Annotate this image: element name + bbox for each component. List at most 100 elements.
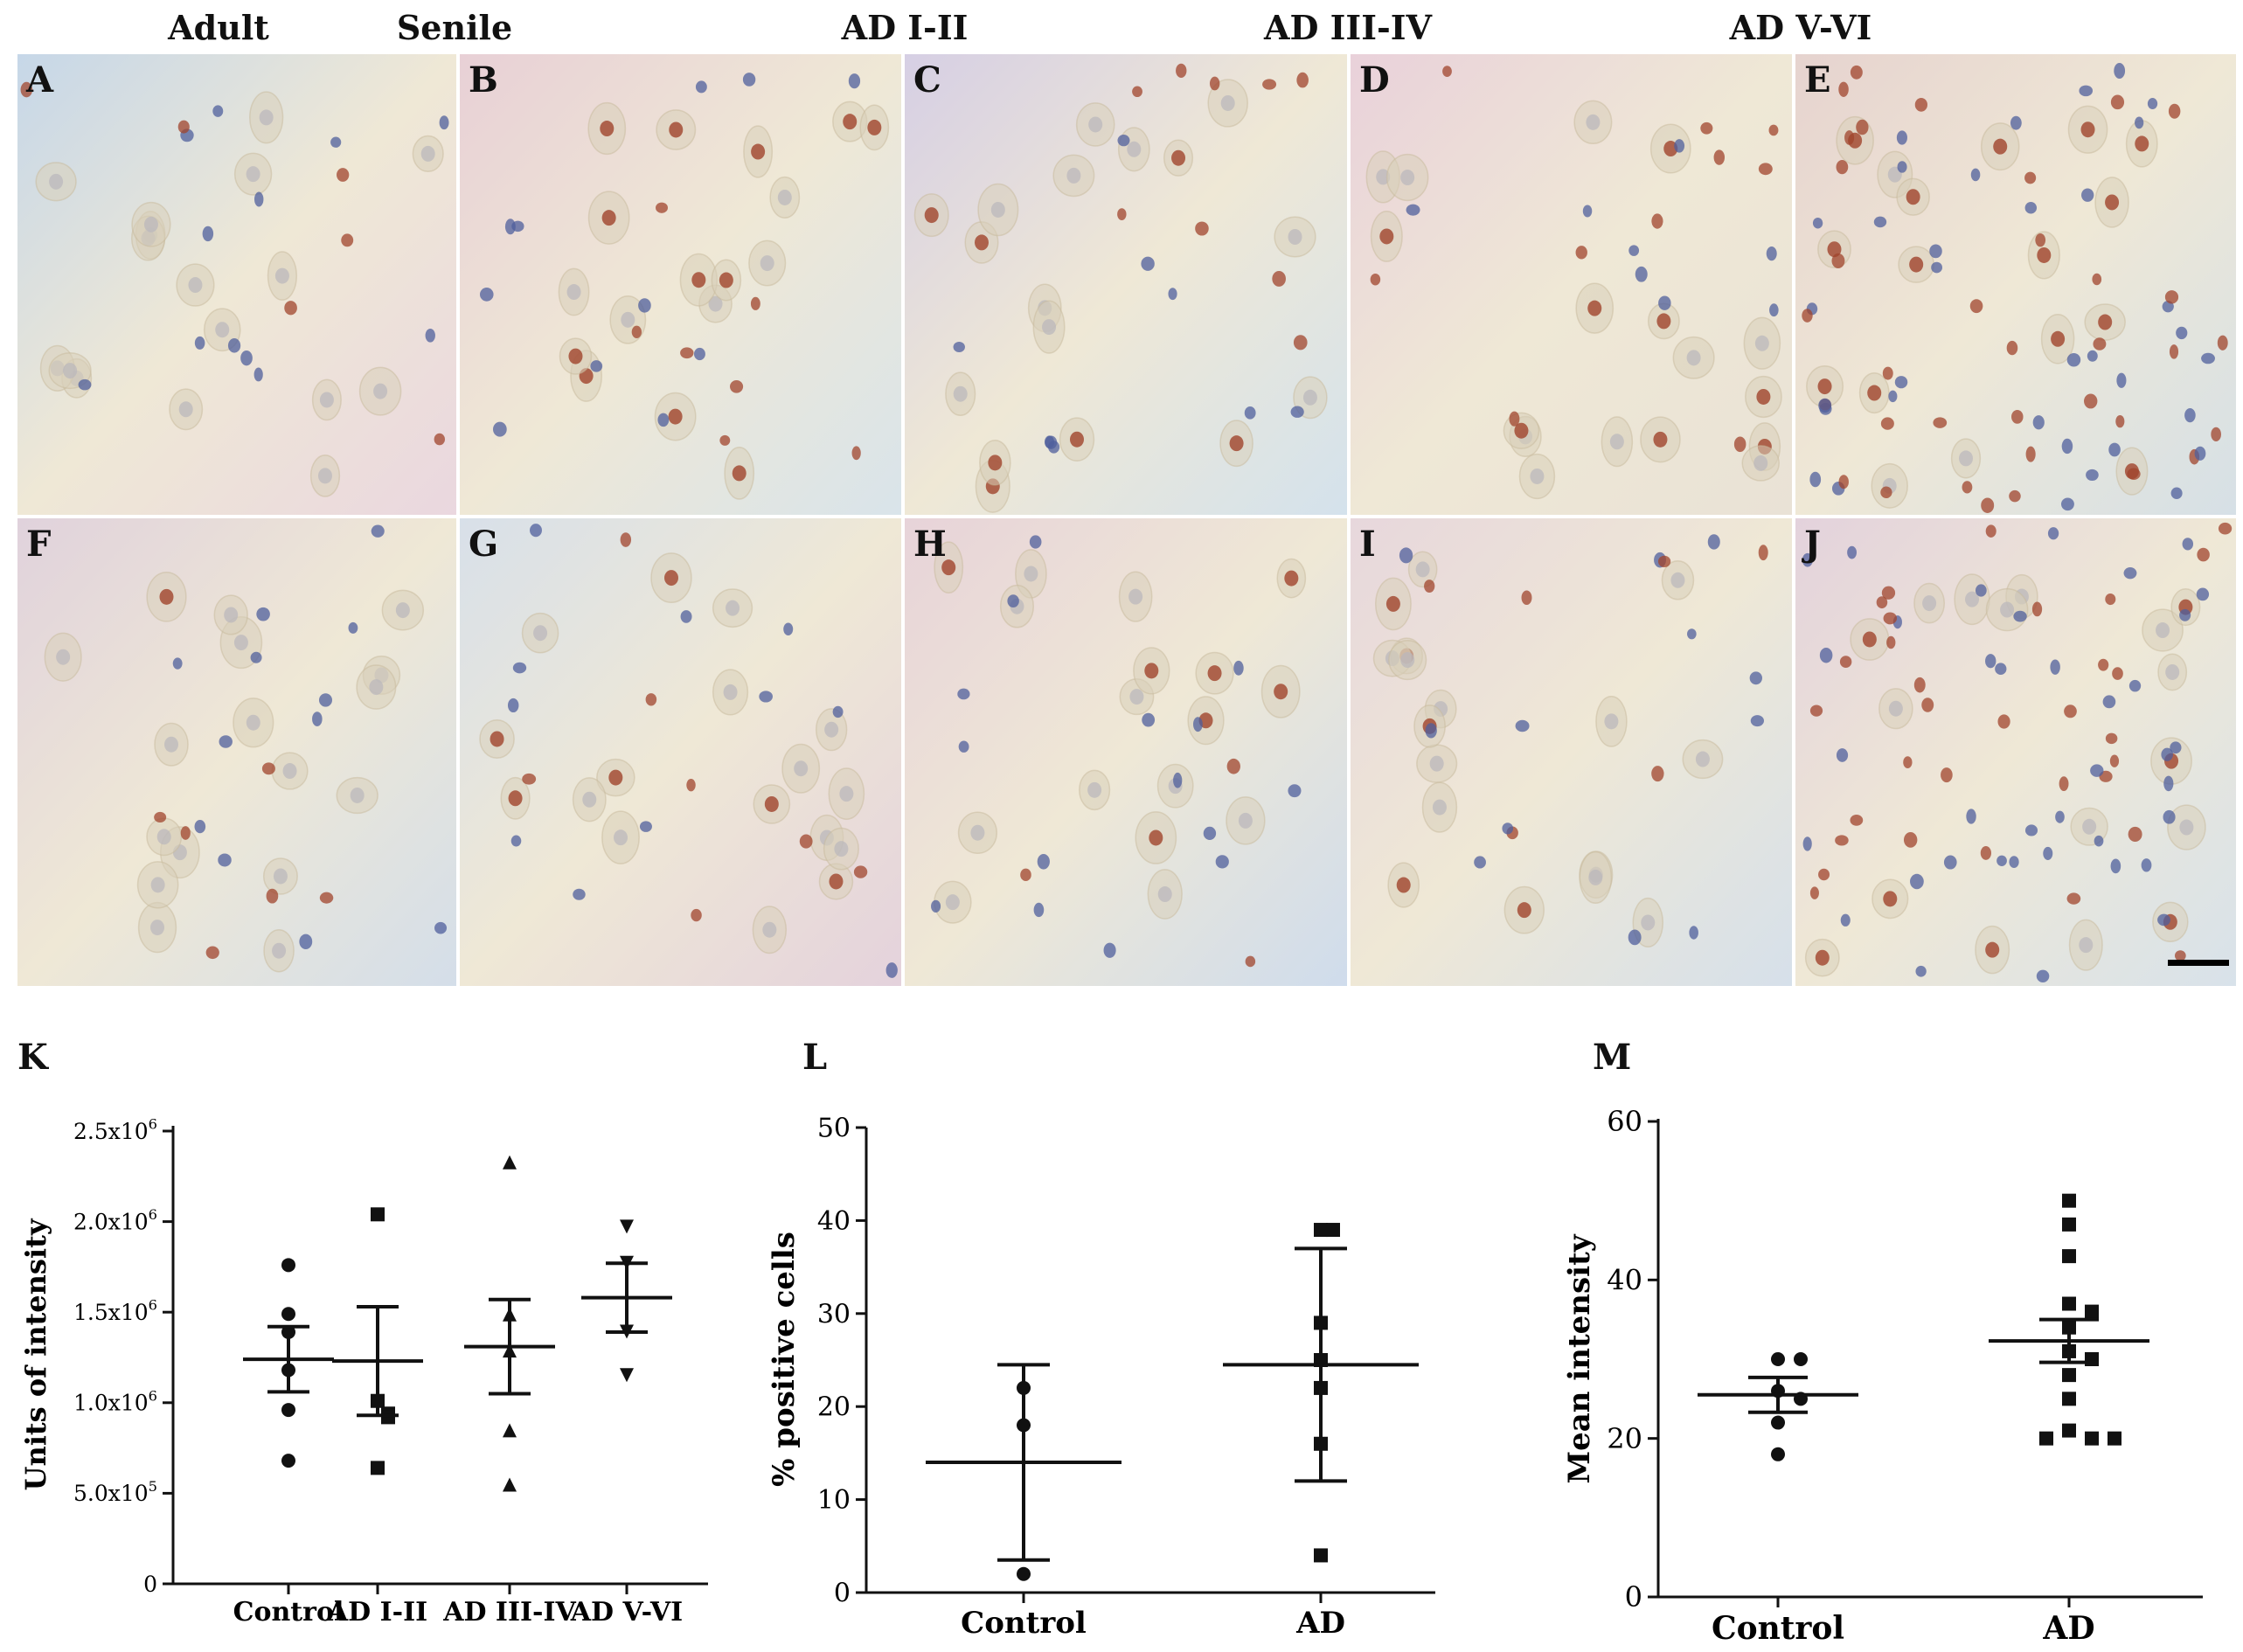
glial-nucleus <box>1424 580 1435 593</box>
glial-nucleus <box>2170 487 2183 500</box>
neuron-nucleus <box>1415 561 1430 578</box>
glial-nucleus <box>1296 72 1309 88</box>
data-point <box>381 1410 395 1425</box>
neuron-nucleus <box>188 277 203 294</box>
neuron-nucleus <box>1754 335 1769 351</box>
neuron-nucleus <box>143 216 158 233</box>
neuron-nucleus <box>1302 389 1317 406</box>
glial-nucleus <box>2170 741 2182 754</box>
glial-nucleus <box>1838 81 1849 97</box>
glial-nucleus <box>1502 823 1514 835</box>
neuron-nucleus <box>490 731 504 747</box>
neuron-nucleus <box>1753 455 1768 471</box>
glial-nucleus <box>1288 784 1302 798</box>
glial-nucleus <box>2174 950 2186 961</box>
glial-nucleus <box>2047 527 2059 540</box>
data-point <box>2062 1392 2076 1406</box>
glial-nucleus <box>1850 65 1863 80</box>
glial-nucleus <box>1910 873 1924 890</box>
glial-nucleus <box>2184 408 2196 423</box>
glial-nucleus <box>638 298 651 313</box>
neuron-nucleus <box>369 679 384 696</box>
neuron-nucleus <box>1238 812 1253 829</box>
neuron-nucleus <box>1429 755 1444 772</box>
neuron-nucleus <box>834 841 849 857</box>
neuron-nucleus <box>1400 652 1415 669</box>
neuron-nucleus <box>614 829 628 846</box>
glial-nucleus <box>1933 417 1948 428</box>
glial-nucleus <box>1768 124 1779 136</box>
neuron-nucleus <box>420 145 435 162</box>
neuron-nucleus <box>1274 684 1288 700</box>
glial-nucleus <box>1985 524 1996 538</box>
glial-nucleus <box>958 740 969 753</box>
glial-nucleus <box>2163 775 2174 792</box>
glial-nucleus <box>1103 942 1116 958</box>
neuron-nucleus <box>566 284 581 301</box>
glial-nucleus <box>2194 446 2206 461</box>
neuron-nucleus <box>1609 434 1624 450</box>
neuron-nucleus <box>1024 566 1038 582</box>
neuron-nucleus <box>317 468 332 484</box>
micrograph-image <box>1795 54 2236 515</box>
neuron-nucleus <box>1171 149 1186 166</box>
glial-nucleus <box>2036 969 2050 982</box>
neuron-nucleus <box>1385 595 1400 612</box>
data-point <box>2108 1431 2121 1446</box>
glial-nucleus <box>1020 868 1031 882</box>
glial-nucleus <box>2128 679 2142 692</box>
glial-nucleus <box>2024 171 2037 184</box>
glial-nucleus <box>227 338 241 353</box>
neuron-nucleus <box>246 166 260 183</box>
glial-nucleus <box>2087 350 2098 362</box>
glial-nucleus <box>1818 868 1830 881</box>
x-tick-label: Control <box>233 1597 344 1628</box>
col-title-ad-i-ii: AD I-II <box>841 8 969 47</box>
data-point <box>620 1368 634 1383</box>
neuron-nucleus <box>1207 665 1222 682</box>
tissue-background <box>1351 518 1792 986</box>
neuron-nucleus <box>282 763 297 780</box>
glial-nucleus <box>1707 534 1720 550</box>
micrograph-image <box>1351 54 1792 515</box>
data-point <box>1794 1352 1808 1366</box>
neuron-nucleus <box>990 201 1005 218</box>
glial-nucleus <box>2116 372 2127 388</box>
neuron-nucleus <box>867 119 882 135</box>
glial-nucleus <box>631 325 642 338</box>
neuron-nucleus <box>1586 114 1601 130</box>
glial-nucleus <box>680 347 694 359</box>
data-point <box>2062 1217 2076 1232</box>
neuron-nucleus <box>2037 246 2052 263</box>
neuron-nucleus <box>601 210 616 226</box>
glial-nucleus <box>957 688 970 700</box>
glial-nucleus <box>425 328 435 343</box>
glial-nucleus <box>693 347 705 361</box>
glial-nucleus <box>1750 715 1764 727</box>
glial-nucleus <box>799 834 813 849</box>
glial-nucleus <box>1896 130 1907 145</box>
neuron-nucleus <box>732 465 747 482</box>
data-point <box>281 1258 295 1273</box>
glial-nucleus <box>1847 545 1857 559</box>
glial-nucleus <box>1007 594 1019 608</box>
glial-nucleus <box>205 946 219 960</box>
tissue-background <box>1351 54 1792 515</box>
glial-nucleus <box>1209 76 1220 91</box>
data-point <box>2062 1193 2076 1208</box>
neuron-nucleus <box>668 408 683 425</box>
glial-nucleus <box>2169 344 2179 359</box>
glial-nucleus <box>479 288 494 302</box>
glial-nucleus <box>2084 393 2098 409</box>
neuron-nucleus <box>1817 378 1832 395</box>
glial-nucleus <box>299 934 313 950</box>
glial-nucleus <box>1293 335 1308 351</box>
glial-nucleus <box>1840 913 1851 927</box>
glial-nucleus <box>639 821 652 832</box>
glial-nucleus <box>284 301 297 316</box>
glial-nucleus <box>1758 545 1768 561</box>
glial-nucleus <box>2009 489 2021 503</box>
neuron-nucleus <box>56 649 71 665</box>
glial-nucleus <box>1966 809 1976 824</box>
glial-nucleus <box>2110 94 2125 110</box>
